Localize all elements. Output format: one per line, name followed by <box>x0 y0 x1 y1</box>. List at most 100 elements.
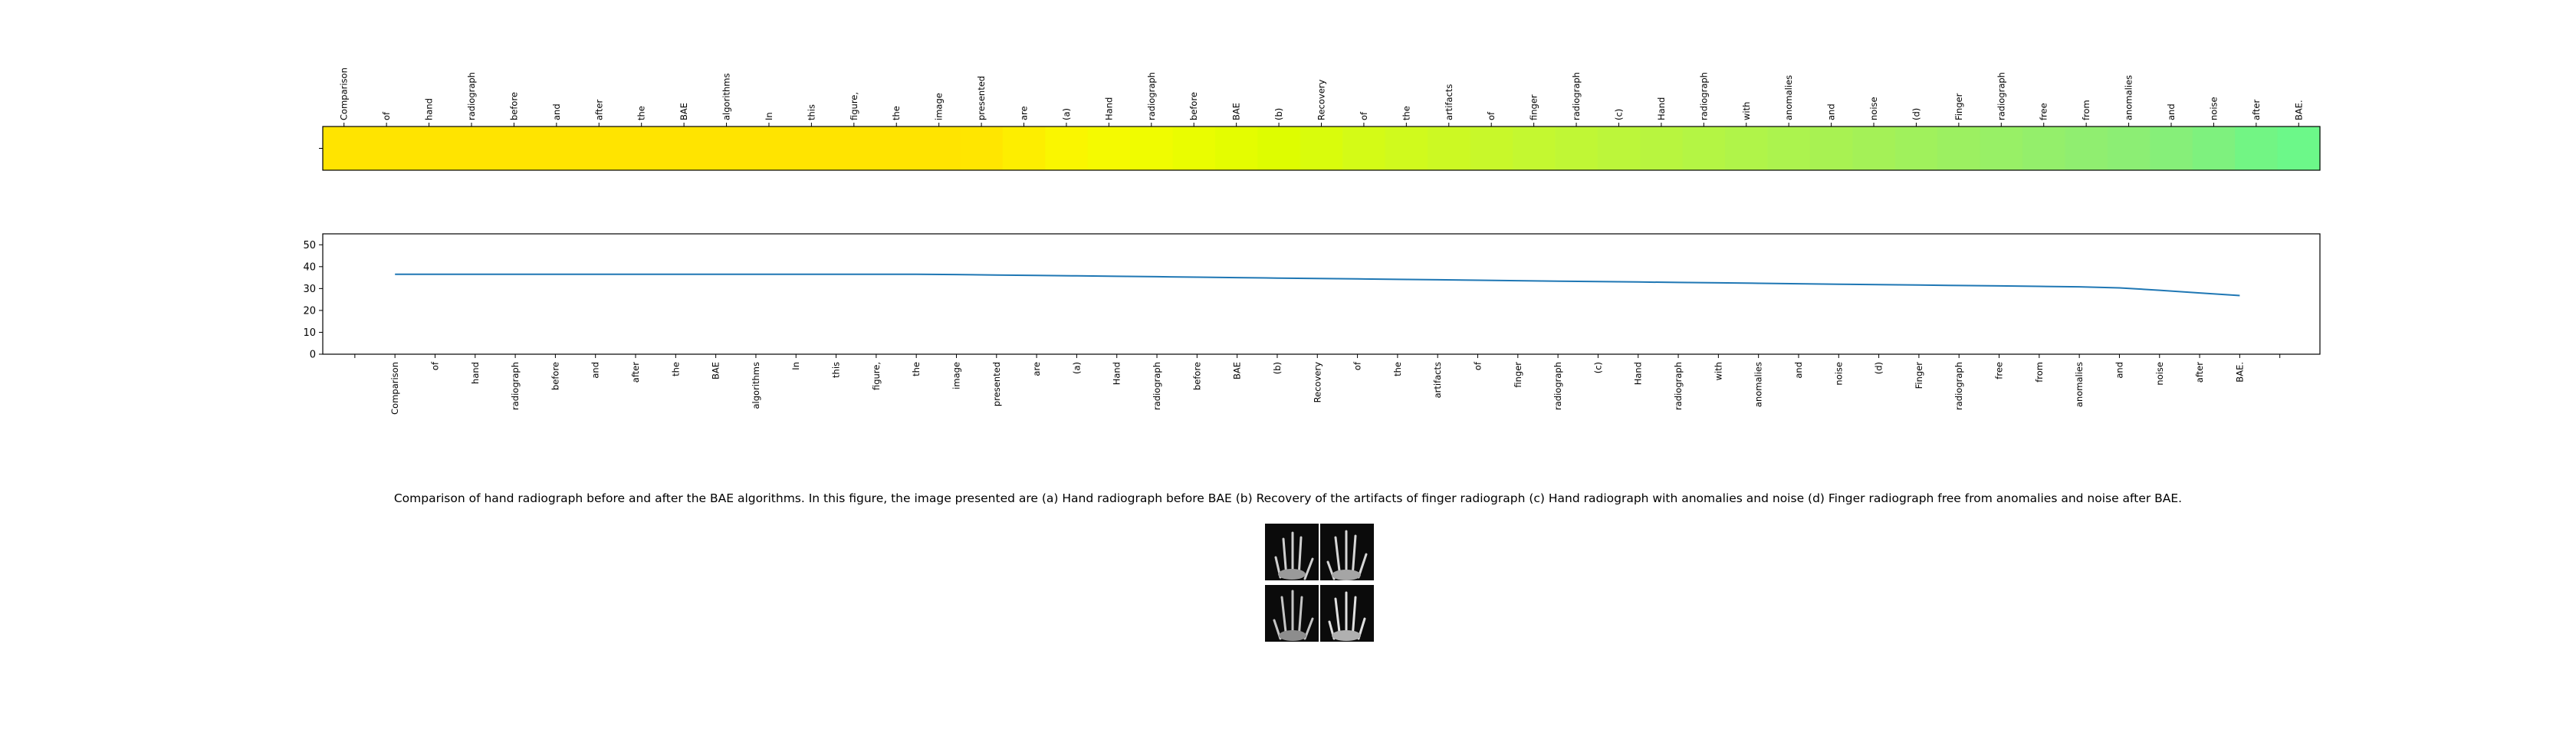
y-tick-label: 30 <box>303 284 316 295</box>
heatmap-cell <box>1045 127 1089 170</box>
line-series <box>395 273 2240 297</box>
heatmap-cell <box>450 127 494 170</box>
x-tick-label: and <box>590 362 601 379</box>
heatmap-token-label: of <box>1486 111 1497 120</box>
heatmap-token-label: from <box>2081 100 2091 120</box>
x-tick-label: this <box>831 362 842 378</box>
heatmap-token-label: with <box>1741 102 1752 120</box>
heatmap-token-label: radiograph <box>1698 72 1709 120</box>
heatmap-cell <box>1597 127 1641 170</box>
radiograph-image-d <box>1320 585 1374 642</box>
heatmap-cell <box>960 127 1004 170</box>
heatmap-cell <box>2192 127 2236 170</box>
heatmap-token-label: and <box>2166 104 2177 120</box>
x-tick-label: Hand <box>1112 362 1122 385</box>
x-tick-label: of <box>429 361 440 370</box>
heatmap-cell <box>1470 127 1513 170</box>
x-tick-label: of <box>1473 361 1484 370</box>
x-tick-label: Hand <box>1633 362 1644 385</box>
heatmap-token-label: after <box>2251 100 2262 120</box>
y-tick-label: 50 <box>303 240 316 251</box>
heatmap-cell <box>1894 127 1938 170</box>
x-tick-label: image <box>951 362 961 389</box>
x-tick-label: after <box>630 362 641 383</box>
heatmap-token-label: and <box>1826 104 1837 120</box>
heatmap-token-label: figure, <box>849 92 859 120</box>
y-tick-label: 20 <box>303 305 316 317</box>
x-tick-label: finger <box>1513 362 1523 388</box>
radiograph-image-a <box>1265 524 1319 580</box>
radiograph-grid <box>1265 524 1375 642</box>
heatmap-token-label: noise <box>2208 97 2219 120</box>
x-tick-label: and <box>1793 362 1804 379</box>
heatmap-ticks <box>319 123 2299 149</box>
heatmap-token-label: the <box>891 106 902 120</box>
radiograph-image-b <box>1320 524 1374 580</box>
heatmap-token-label: Finger <box>1953 93 1964 120</box>
heatmap-token-label: algorithms <box>721 73 732 120</box>
heatmap-cell <box>1555 127 1598 170</box>
x-tick-label: radiograph <box>1552 362 1563 410</box>
heatmap-cell <box>833 127 876 170</box>
x-tick-label: the <box>911 362 922 376</box>
y-tick-label: 40 <box>303 261 316 273</box>
heatmap-token-label: the <box>1401 106 1411 120</box>
heatmap-token-label: Hand <box>1656 97 1667 120</box>
x-tick-label: BAE <box>711 362 721 380</box>
heatmap-cell <box>1725 127 1769 170</box>
x-tick-label: Recovery <box>1312 362 1322 403</box>
heatmap-token-label: after <box>593 100 604 120</box>
heatmap-token-label: radiograph <box>1571 72 1582 120</box>
heatmap-token-label: artifacts <box>1444 84 1454 120</box>
x-tick-label: presented <box>991 362 1002 406</box>
heatmap-cell <box>705 127 748 170</box>
heatmap-cell <box>1300 127 1343 170</box>
heatmap-cell <box>2277 127 2321 170</box>
heatmap-cell <box>1385 127 1428 170</box>
heatmap-token-label: noise <box>1868 97 1879 120</box>
heatmap-token-label: this <box>806 104 816 120</box>
x-tick-label: and <box>2114 362 2124 379</box>
heatmap-cell <box>662 127 706 170</box>
x-tick-label: are <box>1031 362 1042 376</box>
heatmap-token-label: In <box>764 112 774 120</box>
heatmap-token-label: (b) <box>1273 108 1284 120</box>
heatmap-cell <box>2022 127 2066 170</box>
x-tick-label: (a) <box>1071 362 1082 374</box>
x-tick-label: hand <box>470 362 481 384</box>
radiograph-image-c <box>1265 585 1319 642</box>
line-chart-y-axis: 0 10 20 30 40 50 <box>303 240 323 361</box>
heatmap-cell <box>1682 127 1726 170</box>
x-tick-label: anomalies <box>2074 362 2085 407</box>
heatmap-token-label: radiograph <box>1146 72 1157 120</box>
heatmap-cell <box>1809 127 1853 170</box>
heatmap-token-label: the <box>636 106 647 120</box>
heatmap-cell <box>1002 127 1046 170</box>
heatmap-cell <box>492 127 536 170</box>
heatmap-token-label: radiograph <box>466 72 477 120</box>
heatmap-token-label: Hand <box>1103 97 1114 120</box>
x-tick-label: the <box>1392 362 1403 376</box>
y-tick-label: 10 <box>303 327 316 339</box>
heatmap-token-label: Comparison <box>339 67 350 120</box>
heatmap-token-label: of <box>1359 111 1369 120</box>
heatmap-cell <box>2235 127 2279 170</box>
heatmap-cell <box>2150 127 2193 170</box>
x-tick-label: noise <box>1833 362 1844 386</box>
heatmap-token-label: image <box>934 93 945 120</box>
x-tick-label: Finger <box>1914 362 1924 389</box>
heatmap-token-label: presented <box>976 76 987 120</box>
heatmap-cell <box>1130 127 1174 170</box>
heatmap-token-label: BAE. <box>2293 100 2304 120</box>
heatmap-token-label: before <box>1188 92 1199 120</box>
y-tick-label: 0 <box>310 350 316 361</box>
heatmap-cell <box>917 127 961 170</box>
heatmap-token-label: hand <box>424 98 435 120</box>
heatmap-cell <box>1214 127 1258 170</box>
heatmap-cell <box>875 127 918 170</box>
line-chart-frame <box>322 233 2321 355</box>
heatmap-cell <box>1257 127 1301 170</box>
x-tick-label: radiograph <box>1953 362 1964 410</box>
x-tick-label: anomalies <box>1753 362 1764 407</box>
heatmap-token-label: anomalies <box>1783 75 1794 120</box>
